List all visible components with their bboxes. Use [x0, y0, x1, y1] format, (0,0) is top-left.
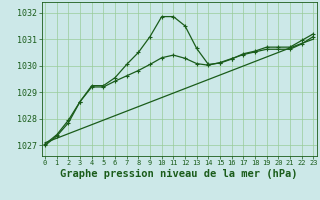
X-axis label: Graphe pression niveau de la mer (hPa): Graphe pression niveau de la mer (hPa): [60, 169, 298, 179]
